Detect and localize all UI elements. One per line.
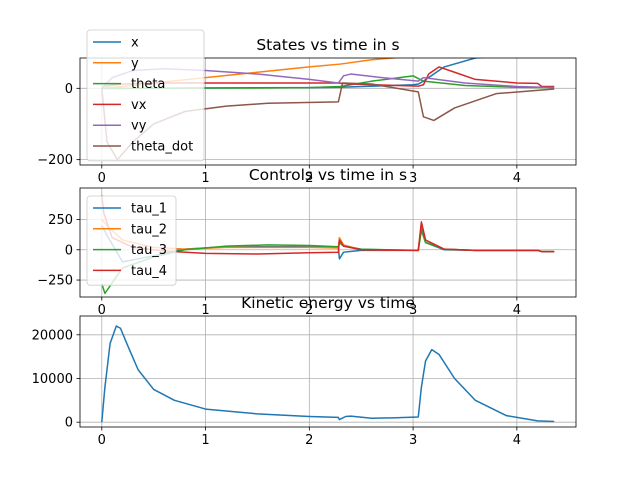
axes-frame bbox=[79, 187, 577, 298]
legend-label: x bbox=[131, 36, 139, 51]
legend: tau_1 tau_2 tau_3 tau_4 bbox=[86, 195, 177, 286]
series-line-kinetic-energy bbox=[101, 325, 555, 423]
x-tick-label: 2 bbox=[305, 171, 313, 186]
y-tick-label: 250 bbox=[48, 213, 73, 228]
legend-label: tau_1 bbox=[131, 202, 167, 217]
x-tick-label: 4 bbox=[513, 171, 521, 186]
axes-frame bbox=[79, 57, 577, 166]
x-tick-label: 3 bbox=[409, 303, 417, 318]
y-tick-label: −250 bbox=[37, 274, 73, 289]
x-tick-label: 0 bbox=[98, 171, 106, 186]
legend-label: theta bbox=[131, 77, 165, 92]
x-tick-label: 1 bbox=[201, 433, 209, 448]
legend-label: theta_dot bbox=[131, 140, 193, 155]
x-tick-label: 4 bbox=[513, 433, 521, 448]
legend: xy theta vx vy theta_dot bbox=[86, 29, 205, 162]
chart-title: Kinetic energy vs time bbox=[241, 294, 415, 312]
y-tick-label: 20000 bbox=[32, 328, 73, 343]
x-tick-label: 3 bbox=[409, 433, 417, 448]
legend-label: tau_4 bbox=[131, 264, 167, 279]
x-tick-label: 2 bbox=[305, 303, 313, 318]
x-tick-label: 3 bbox=[409, 171, 417, 186]
x-tick-label: 4 bbox=[513, 303, 521, 318]
y-tick-label: 10000 bbox=[32, 372, 73, 387]
chart-panel-3: 0 1 2 3 4 0 10000 20000 Kinetic energy vs time bbox=[32, 294, 577, 448]
x-tick-label: 0 bbox=[98, 303, 106, 318]
legend-label: vx bbox=[131, 98, 147, 113]
legend-label: vy bbox=[131, 119, 147, 134]
y-tick-label: −200 bbox=[37, 153, 73, 168]
y-tick-label: 0 bbox=[65, 243, 73, 258]
legend-box bbox=[86, 195, 177, 286]
x-tick-label: 0 bbox=[98, 433, 106, 448]
legend-label: tau_3 bbox=[131, 243, 167, 258]
y-tick-label: 0 bbox=[65, 416, 73, 431]
legend-label: y bbox=[131, 56, 139, 71]
x-tick-label: 1 bbox=[201, 303, 209, 318]
legend-label: tau_2 bbox=[131, 222, 167, 237]
x-tick-label: 1 bbox=[201, 171, 209, 186]
chart-panel-1: 0 1 2 3 4 0 −200 States vs time in s xy theta vx vy… bbox=[37, 29, 577, 186]
axes-frame bbox=[79, 315, 577, 428]
y-tick-label: 0 bbox=[65, 82, 73, 97]
x-tick-label: 2 bbox=[305, 433, 313, 448]
chart-title: Controls vs time in s bbox=[249, 166, 407, 184]
chart-title: States vs time in s bbox=[256, 36, 399, 54]
